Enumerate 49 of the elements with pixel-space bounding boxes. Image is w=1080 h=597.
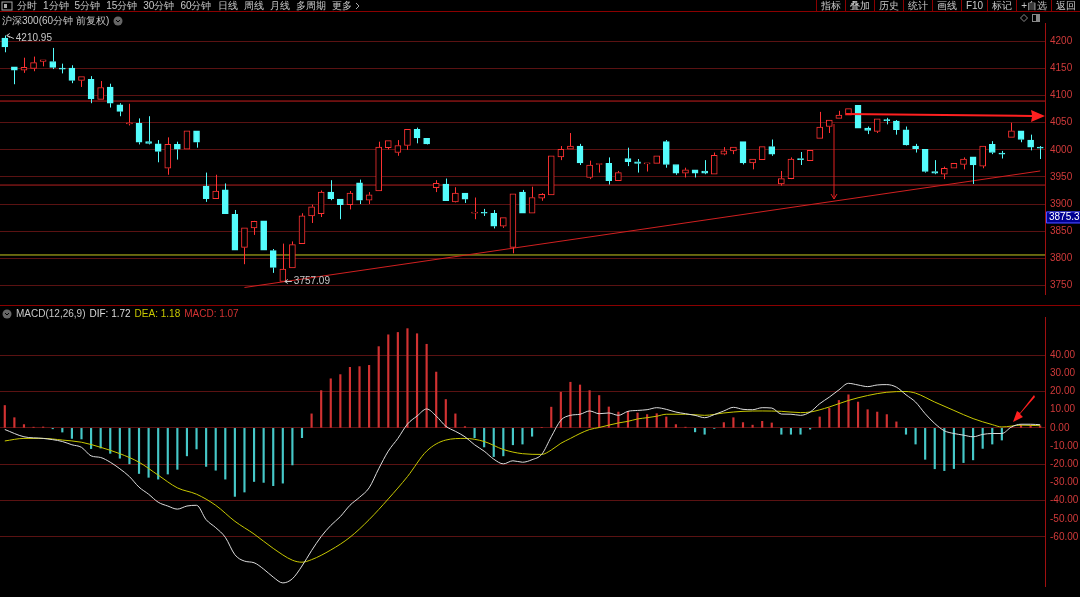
text: 月线 bbox=[268, 0, 291, 11]
text: F10 bbox=[960, 0, 988, 11]
text: 分时 bbox=[16, 0, 38, 11]
text: 多周期 bbox=[294, 0, 327, 11]
text: 历史 bbox=[873, 0, 903, 11]
y-tick-label: -20.00 bbox=[1050, 457, 1079, 469]
text: 60分钟 bbox=[179, 0, 213, 11]
text: 返回 bbox=[1051, 0, 1080, 11]
y-tick-label: -10.00 bbox=[1050, 439, 1079, 451]
annotation: 3757.09 bbox=[293, 275, 331, 287]
text: 画线 bbox=[931, 0, 961, 11]
text: 30分钟 bbox=[142, 0, 176, 11]
y-tick-label: 4150 bbox=[1050, 62, 1073, 74]
y-tick-label: 20.00 bbox=[1050, 385, 1076, 397]
y-tick-label: 3850 bbox=[1050, 224, 1073, 236]
y-tick-label: 3750 bbox=[1050, 279, 1073, 291]
y-tick-label: 3900 bbox=[1050, 197, 1073, 209]
y-tick-label: -50.00 bbox=[1050, 512, 1079, 524]
y-tick-label: -60.00 bbox=[1050, 530, 1079, 542]
text: DEA: 1.18 bbox=[134, 308, 181, 319]
text: 日线 bbox=[216, 0, 239, 11]
text: 统计 bbox=[902, 0, 932, 11]
text: 指标 bbox=[815, 0, 845, 11]
y-tick-label: -30.00 bbox=[1050, 476, 1079, 488]
y-tick-label: 4000 bbox=[1050, 143, 1073, 155]
text: MACD: 1.07 bbox=[184, 308, 239, 319]
y-tick-label: 0.00 bbox=[1050, 421, 1070, 433]
y-tick-label: 40.00 bbox=[1050, 348, 1076, 360]
text: 1分钟 bbox=[42, 0, 70, 11]
text: 更多 bbox=[330, 0, 353, 11]
chart-title: 沪深300(60分钟 前复权) bbox=[2, 14, 110, 28]
y-tick-label: 4200 bbox=[1050, 35, 1073, 47]
text: DIF: 1.72 bbox=[89, 308, 131, 319]
y-tick-label: 10.00 bbox=[1050, 403, 1076, 415]
text: +自选 bbox=[1016, 0, 1051, 11]
text: 周线 bbox=[242, 0, 265, 11]
y-tick-label: 3950 bbox=[1050, 170, 1073, 182]
chart-title: MACD(12,26,9) bbox=[16, 308, 86, 319]
y-tick-label: 4100 bbox=[1050, 89, 1073, 101]
y-tick-label: 3800 bbox=[1050, 251, 1073, 263]
text: 5分钟 bbox=[73, 0, 102, 11]
y-tick-label: -40.00 bbox=[1050, 494, 1079, 506]
text: 3875.3 bbox=[1049, 211, 1080, 223]
annotation: 4210.95 bbox=[15, 32, 53, 44]
y-tick-label: 4050 bbox=[1050, 116, 1073, 128]
text: 15分钟 bbox=[105, 0, 139, 11]
text: 标记 bbox=[987, 0, 1017, 11]
text: 叠加 bbox=[844, 0, 874, 11]
y-tick-label: 30.00 bbox=[1050, 367, 1076, 379]
